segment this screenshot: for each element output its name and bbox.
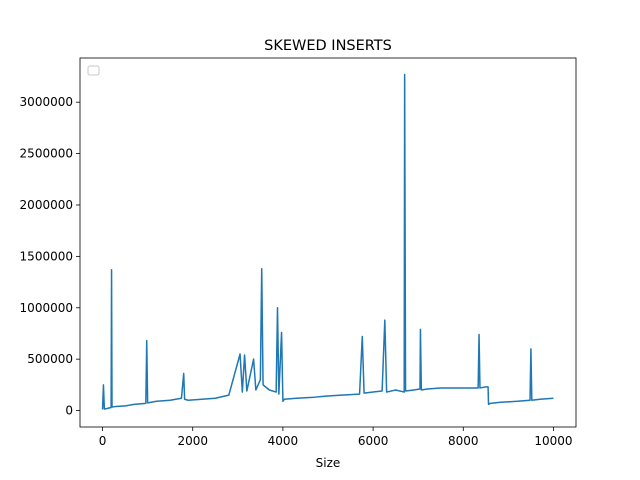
y-tick-label: 0: [65, 404, 73, 418]
y-tick-label: 1500000: [20, 249, 73, 263]
y-tick-label: 2000000: [20, 198, 73, 212]
x-axis-label: Size: [316, 456, 341, 470]
series-line-0: [101, 73, 554, 410]
y-tick-label: 3000000: [20, 95, 73, 109]
legend-box: [87, 65, 100, 76]
y-tick-label: 500000: [27, 352, 73, 366]
line-series: [101, 73, 554, 410]
x-tick-label: 4000: [268, 434, 299, 448]
y-tick-label: 2500000: [20, 147, 73, 161]
chart-title: SKEWED INSERTS: [264, 38, 392, 54]
x-tick-label: 2000: [177, 434, 208, 448]
x-axis: 0 2000 4000 6000 8000 10000: [99, 427, 573, 448]
plot-frame: [79, 57, 577, 428]
x-tick-label: 6000: [358, 434, 389, 448]
x-tick-label: 8000: [448, 434, 479, 448]
y-tick-label: 1000000: [20, 301, 73, 315]
x-tick-label: 10000: [534, 434, 572, 448]
y-axis: 0 500000 1000000 1500000 2000000 2500000 30000…: [20, 95, 80, 418]
x-tick-label: 0: [99, 434, 107, 448]
